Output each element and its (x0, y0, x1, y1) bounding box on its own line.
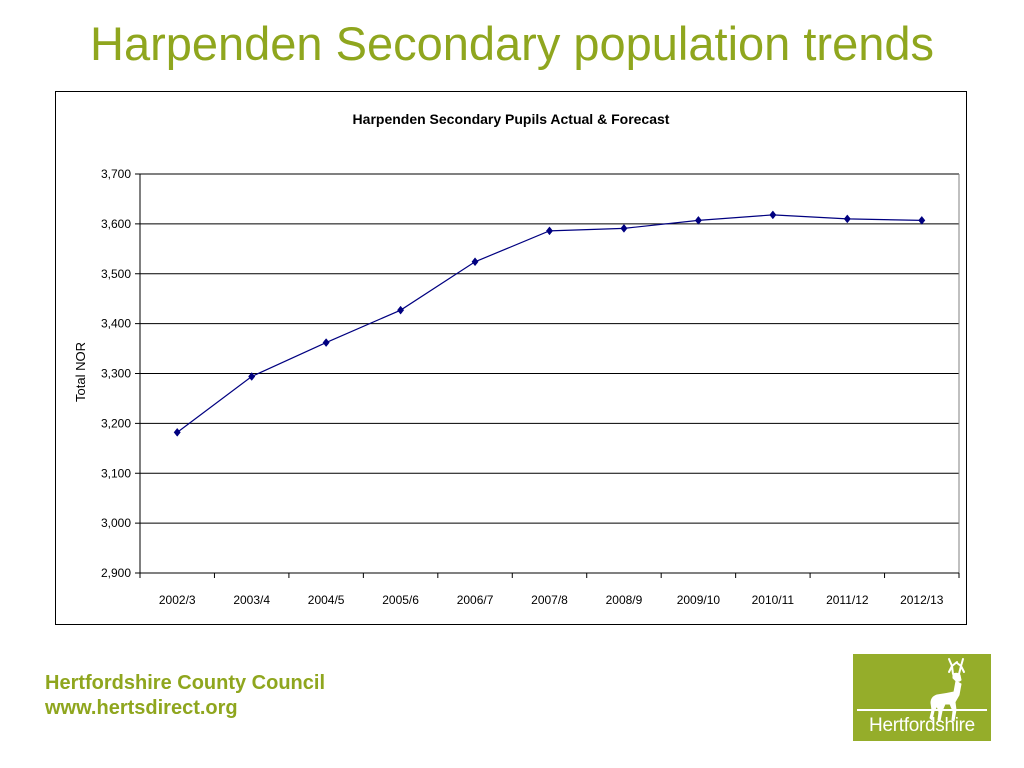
y-tick-label: 3,300 (101, 367, 131, 381)
data-point-marker (620, 223, 628, 233)
data-point-marker (843, 214, 851, 224)
x-tick-label: 2005/6 (382, 593, 419, 607)
slide-title: Harpenden Secondary population trends (90, 17, 934, 70)
data-point-marker (173, 427, 181, 437)
chart-frame: Harpenden Secondary Pupils Actual & Fore… (55, 91, 967, 625)
y-tick-label: 3,200 (101, 416, 131, 430)
x-tick-label: 2009/10 (677, 593, 721, 607)
data-point-marker (769, 210, 777, 220)
data-point-marker (471, 257, 479, 267)
data-point-marker (694, 215, 702, 225)
stag-icon (929, 658, 965, 722)
line-chart: Harpenden Secondary Pupils Actual & Fore… (73, 111, 960, 607)
x-tick-label: 2004/5 (308, 593, 345, 607)
y-tick-label: 3,000 (101, 516, 131, 530)
x-tick-label: 2006/7 (457, 593, 494, 607)
data-point-marker (322, 338, 330, 347)
footer: Hertfordshire County Council www.hertsdi… (45, 671, 325, 721)
y-tick-label: 3,600 (101, 217, 131, 231)
logo-divider (857, 709, 987, 711)
logo-text: Hertfordshire (869, 715, 975, 736)
x-tick-label: 2011/12 (826, 593, 869, 607)
y-tick-label: 3,500 (101, 267, 131, 281)
footer-website-link[interactable]: www.hertsdirect.org (45, 697, 238, 719)
footer-organization: Hertfordshire County Council (45, 672, 326, 694)
x-tick-label: 2002/3 (159, 593, 196, 607)
x-tick-label: 2007/8 (531, 593, 568, 607)
data-point-marker (545, 226, 554, 236)
y-axis-label: Total NOR (73, 342, 88, 402)
y-tick-label: 3,400 (101, 317, 131, 331)
x-tick-label: 2010/11 (752, 593, 795, 607)
x-tick-label: 2003/4 (233, 593, 270, 607)
y-tick-label: 3,100 (101, 466, 131, 480)
chart-title: Harpenden Secondary Pupils Actual & Fore… (353, 111, 670, 127)
hertfordshire-logo: Hertfordshire (853, 654, 991, 741)
y-tick-label: 2,900 (101, 566, 131, 580)
data-point-marker (248, 372, 256, 381)
y-tick-label: 3,700 (101, 167, 131, 181)
x-tick-label: 2012/13 (900, 593, 944, 607)
data-point-marker (397, 305, 405, 315)
x-tick-label: 2008/9 (606, 593, 643, 607)
data-point-marker (918, 215, 926, 225)
